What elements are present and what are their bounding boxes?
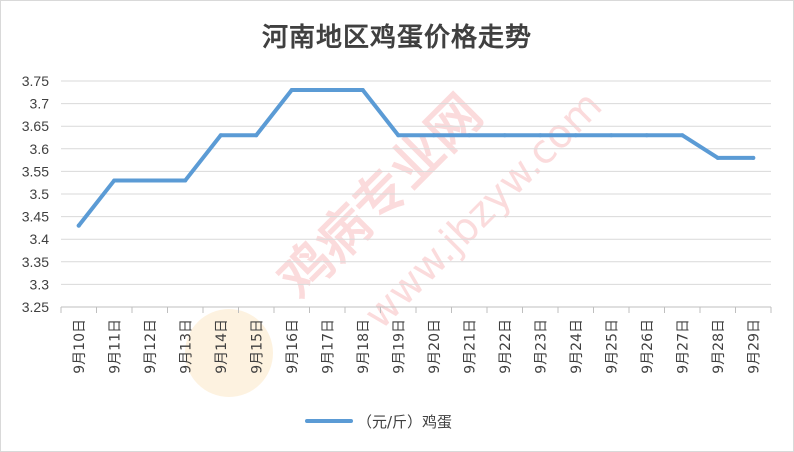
data-point xyxy=(502,133,507,138)
y-axis: 3.25 3.3 3.35 3.4 3.45 3.5 3.55 3.6 3.65 3.7 3.75 xyxy=(22,73,49,315)
series-line xyxy=(76,88,756,228)
data-point xyxy=(218,133,223,138)
x-tick-label: 9月21日 xyxy=(462,319,478,374)
y-tick-label: 3.4 xyxy=(30,231,50,247)
data-point xyxy=(609,133,614,138)
x-tick-label: 9月11日 xyxy=(107,319,123,374)
y-tick-label: 3.7 xyxy=(30,96,50,112)
data-point xyxy=(751,155,756,160)
series-layer xyxy=(76,88,756,228)
data-point xyxy=(573,133,578,138)
data-point xyxy=(325,88,330,93)
data-point xyxy=(396,133,401,138)
x-tick-label: 9月22日 xyxy=(498,319,514,374)
data-point xyxy=(183,178,188,183)
data-point xyxy=(289,88,294,93)
x-tick-label: 9月14日 xyxy=(214,319,230,374)
data-point xyxy=(147,178,152,183)
x-axis: 9月10日 9月11日 9月12日 9月13日 9月14日 9月15日 9月16日 9月17日… xyxy=(60,306,772,374)
data-point xyxy=(431,133,436,138)
x-tick-label: 9月26日 xyxy=(640,319,656,374)
y-tick-label: 3.55 xyxy=(22,163,49,179)
x-tick-label: 9月29日 xyxy=(746,319,762,374)
data-point xyxy=(715,155,720,160)
y-tick-label: 3.65 xyxy=(22,118,49,134)
x-tick-label: 9月23日 xyxy=(533,319,549,374)
x-tick-label: 9月13日 xyxy=(178,319,194,374)
data-point xyxy=(467,133,472,138)
data-point xyxy=(644,133,649,138)
x-tick-label: 9月17日 xyxy=(320,319,336,374)
watermark-text: 鸡病专业网 xyxy=(268,84,494,310)
y-tick-label: 3.35 xyxy=(22,254,49,270)
data-point xyxy=(360,88,365,93)
x-tick-label: 9月12日 xyxy=(143,319,159,374)
data-point xyxy=(76,223,81,228)
data-point xyxy=(112,178,117,183)
y-tick-label: 3.25 xyxy=(22,299,49,315)
chart-title: 河南地区鸡蛋价格走势 xyxy=(261,23,532,53)
x-tick-label: 9月27日 xyxy=(675,319,691,374)
y-tick-label: 3.75 xyxy=(22,73,49,89)
x-tick-label: 9月10日 xyxy=(72,319,88,374)
x-tick-label: 9月24日 xyxy=(569,319,585,374)
data-point xyxy=(680,133,685,138)
x-tick-label: 9月20日 xyxy=(427,319,443,374)
legend: （元/斤）鸡蛋 xyxy=(305,413,452,431)
x-tick-label: 9月28日 xyxy=(711,319,727,374)
y-tick-label: 3.45 xyxy=(22,209,49,225)
y-tick-label: 3.5 xyxy=(30,186,50,202)
y-tick-label: 3.3 xyxy=(30,276,50,292)
x-tick-label: 9月18日 xyxy=(356,319,372,374)
x-tick-label: 9月15日 xyxy=(249,319,265,374)
data-point xyxy=(254,133,259,138)
x-tick-label: 9月25日 xyxy=(604,319,620,374)
data-point xyxy=(538,133,543,138)
x-tick-label: 9月16日 xyxy=(285,319,301,374)
watermark-logo xyxy=(185,309,273,397)
x-tick-label: 9月19日 xyxy=(391,319,407,374)
legend-label: （元/斤）鸡蛋 xyxy=(357,413,452,431)
y-tick-label: 3.6 xyxy=(30,141,50,157)
